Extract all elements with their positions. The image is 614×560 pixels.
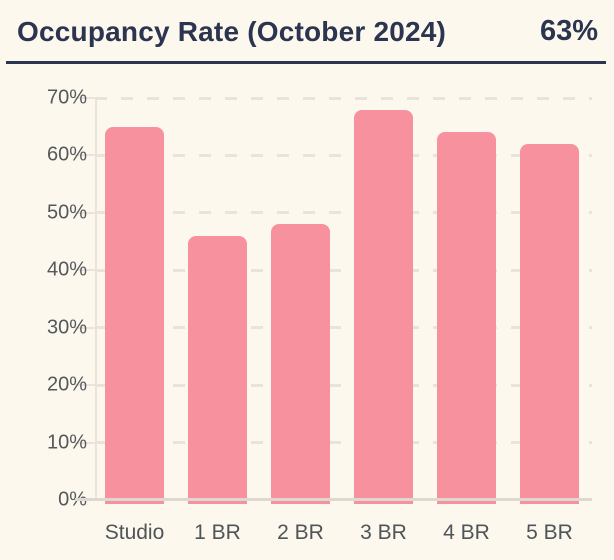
x-axis-label: 4 BR — [443, 521, 490, 544]
y-tick-20 — [75, 384, 95, 387]
y-tick-70 — [75, 97, 95, 99]
y-tick-30 — [75, 326, 95, 329]
bar-studio — [105, 126, 164, 504]
bar-3-br — [354, 109, 413, 504]
gridline-70 — [95, 96, 592, 100]
gridline-10 — [95, 441, 592, 445]
y-tick-label: 30% — [46, 316, 87, 339]
bar-5-br — [520, 143, 579, 504]
bar-1-br — [188, 235, 247, 504]
y-tick-label: 40% — [46, 258, 87, 281]
x-axis-label: 3 BR — [360, 521, 407, 544]
gridline-50 — [95, 211, 592, 215]
gridline-60 — [95, 153, 592, 157]
y-axis-line — [95, 98, 97, 500]
y-tick-label: 20% — [46, 373, 87, 396]
x-axis-label: Studio — [104, 521, 165, 544]
plot-area: 0% 10% 20% 30% 40% 50% 60% 70% Studio 1 BR 2 BR 3 B… — [47, 87, 592, 544]
bar-2-br — [271, 224, 330, 504]
y-tick-10 — [75, 441, 95, 444]
gridline-20 — [95, 383, 592, 387]
y-tick-label: 50% — [46, 201, 87, 224]
y-tick-60 — [75, 154, 95, 157]
x-axis-label: 2 BR — [277, 521, 324, 544]
y-tick-label: 10% — [46, 431, 87, 454]
x-axis-baseline — [75, 498, 592, 501]
y-tick-40 — [75, 269, 95, 272]
header-divider — [6, 61, 606, 64]
y-tick-label: 70% — [46, 86, 87, 109]
x-axis-label: 1 BR — [194, 521, 241, 544]
y-tick-label: 60% — [46, 143, 87, 166]
gridline-30 — [95, 326, 592, 330]
bar-4-br — [437, 132, 496, 504]
y-tick-50 — [75, 211, 95, 214]
chart-title: Occupancy Rate (October 2024) — [17, 16, 447, 47]
headline-value: 63% — [539, 15, 598, 47]
y-tick-label: 0% — [58, 488, 87, 511]
x-axis-label: 5 BR — [526, 521, 573, 544]
gridline-40 — [95, 268, 592, 272]
